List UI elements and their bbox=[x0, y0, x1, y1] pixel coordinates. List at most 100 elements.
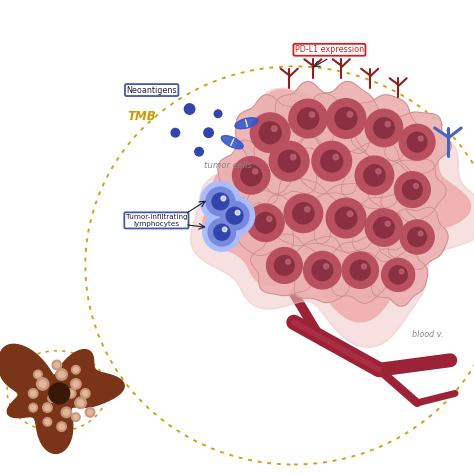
Text: TMB: TMB bbox=[128, 109, 156, 123]
Circle shape bbox=[312, 141, 352, 181]
Circle shape bbox=[321, 150, 343, 172]
Circle shape bbox=[399, 124, 435, 160]
Circle shape bbox=[399, 269, 404, 274]
Circle shape bbox=[400, 220, 434, 254]
Circle shape bbox=[73, 381, 79, 387]
Circle shape bbox=[324, 264, 329, 269]
Circle shape bbox=[286, 259, 291, 264]
Circle shape bbox=[222, 227, 227, 232]
Circle shape bbox=[241, 165, 262, 186]
Circle shape bbox=[284, 194, 323, 233]
Circle shape bbox=[214, 110, 222, 118]
Circle shape bbox=[374, 118, 394, 138]
Circle shape bbox=[71, 379, 81, 389]
Circle shape bbox=[72, 413, 80, 421]
Circle shape bbox=[73, 415, 78, 419]
Circle shape bbox=[326, 198, 366, 238]
Circle shape bbox=[34, 370, 42, 379]
Circle shape bbox=[45, 405, 50, 410]
Polygon shape bbox=[385, 112, 451, 174]
Circle shape bbox=[347, 211, 353, 217]
Circle shape bbox=[355, 156, 394, 195]
Circle shape bbox=[408, 228, 427, 246]
Circle shape bbox=[312, 260, 333, 281]
Circle shape bbox=[342, 252, 378, 288]
Circle shape bbox=[57, 422, 66, 431]
Text: tumor cells: tumor cells bbox=[203, 162, 252, 170]
Circle shape bbox=[365, 109, 402, 146]
Circle shape bbox=[48, 394, 56, 402]
Circle shape bbox=[221, 196, 226, 201]
Circle shape bbox=[54, 362, 59, 368]
Circle shape bbox=[250, 113, 290, 153]
Circle shape bbox=[402, 180, 422, 200]
Circle shape bbox=[58, 371, 65, 378]
Circle shape bbox=[233, 157, 270, 194]
Polygon shape bbox=[381, 160, 446, 222]
Circle shape bbox=[374, 217, 394, 238]
Circle shape bbox=[266, 247, 302, 283]
Circle shape bbox=[43, 403, 52, 412]
Text: Tumor-infiltrating
lymphocytes: Tumor-infiltrating lymphocytes bbox=[126, 214, 187, 227]
Circle shape bbox=[291, 155, 296, 160]
Polygon shape bbox=[313, 82, 383, 154]
Circle shape bbox=[269, 141, 309, 181]
Circle shape bbox=[226, 207, 243, 224]
Circle shape bbox=[305, 207, 310, 212]
Text: blood v.: blood v. bbox=[412, 330, 444, 338]
Circle shape bbox=[31, 405, 36, 410]
Circle shape bbox=[247, 204, 284, 241]
Polygon shape bbox=[297, 125, 369, 194]
Polygon shape bbox=[230, 189, 299, 256]
Circle shape bbox=[212, 193, 229, 210]
Circle shape bbox=[407, 132, 427, 152]
Polygon shape bbox=[191, 88, 474, 347]
Circle shape bbox=[364, 165, 385, 186]
Circle shape bbox=[259, 122, 281, 144]
Circle shape bbox=[45, 419, 50, 424]
Circle shape bbox=[204, 128, 213, 137]
Ellipse shape bbox=[221, 136, 243, 149]
Circle shape bbox=[85, 408, 95, 417]
Polygon shape bbox=[268, 179, 339, 246]
Circle shape bbox=[201, 182, 240, 221]
Circle shape bbox=[376, 169, 381, 174]
Circle shape bbox=[385, 221, 391, 226]
Circle shape bbox=[66, 389, 76, 398]
Circle shape bbox=[30, 391, 36, 396]
Circle shape bbox=[72, 365, 80, 374]
Polygon shape bbox=[311, 183, 384, 252]
Circle shape bbox=[184, 104, 195, 114]
Circle shape bbox=[81, 389, 90, 398]
Polygon shape bbox=[0, 344, 124, 454]
Circle shape bbox=[39, 381, 46, 387]
Circle shape bbox=[214, 224, 230, 240]
Polygon shape bbox=[351, 95, 420, 161]
Circle shape bbox=[274, 255, 294, 275]
Circle shape bbox=[278, 150, 300, 172]
Circle shape bbox=[326, 99, 366, 138]
Polygon shape bbox=[275, 82, 342, 152]
Circle shape bbox=[28, 389, 38, 398]
Circle shape bbox=[362, 264, 366, 269]
Circle shape bbox=[298, 108, 319, 129]
Circle shape bbox=[64, 410, 69, 415]
Circle shape bbox=[206, 187, 235, 216]
Circle shape bbox=[347, 112, 353, 117]
Circle shape bbox=[43, 418, 52, 426]
Circle shape bbox=[253, 169, 258, 174]
Circle shape bbox=[208, 219, 236, 246]
Polygon shape bbox=[371, 245, 428, 306]
Polygon shape bbox=[203, 90, 471, 322]
Circle shape bbox=[52, 360, 62, 370]
Circle shape bbox=[215, 196, 255, 236]
Ellipse shape bbox=[235, 118, 258, 129]
Circle shape bbox=[61, 407, 72, 418]
Circle shape bbox=[56, 369, 67, 380]
Circle shape bbox=[29, 403, 37, 412]
Circle shape bbox=[350, 260, 370, 280]
Circle shape bbox=[414, 183, 419, 188]
Circle shape bbox=[289, 99, 328, 138]
Circle shape bbox=[68, 391, 73, 396]
Circle shape bbox=[255, 212, 276, 233]
